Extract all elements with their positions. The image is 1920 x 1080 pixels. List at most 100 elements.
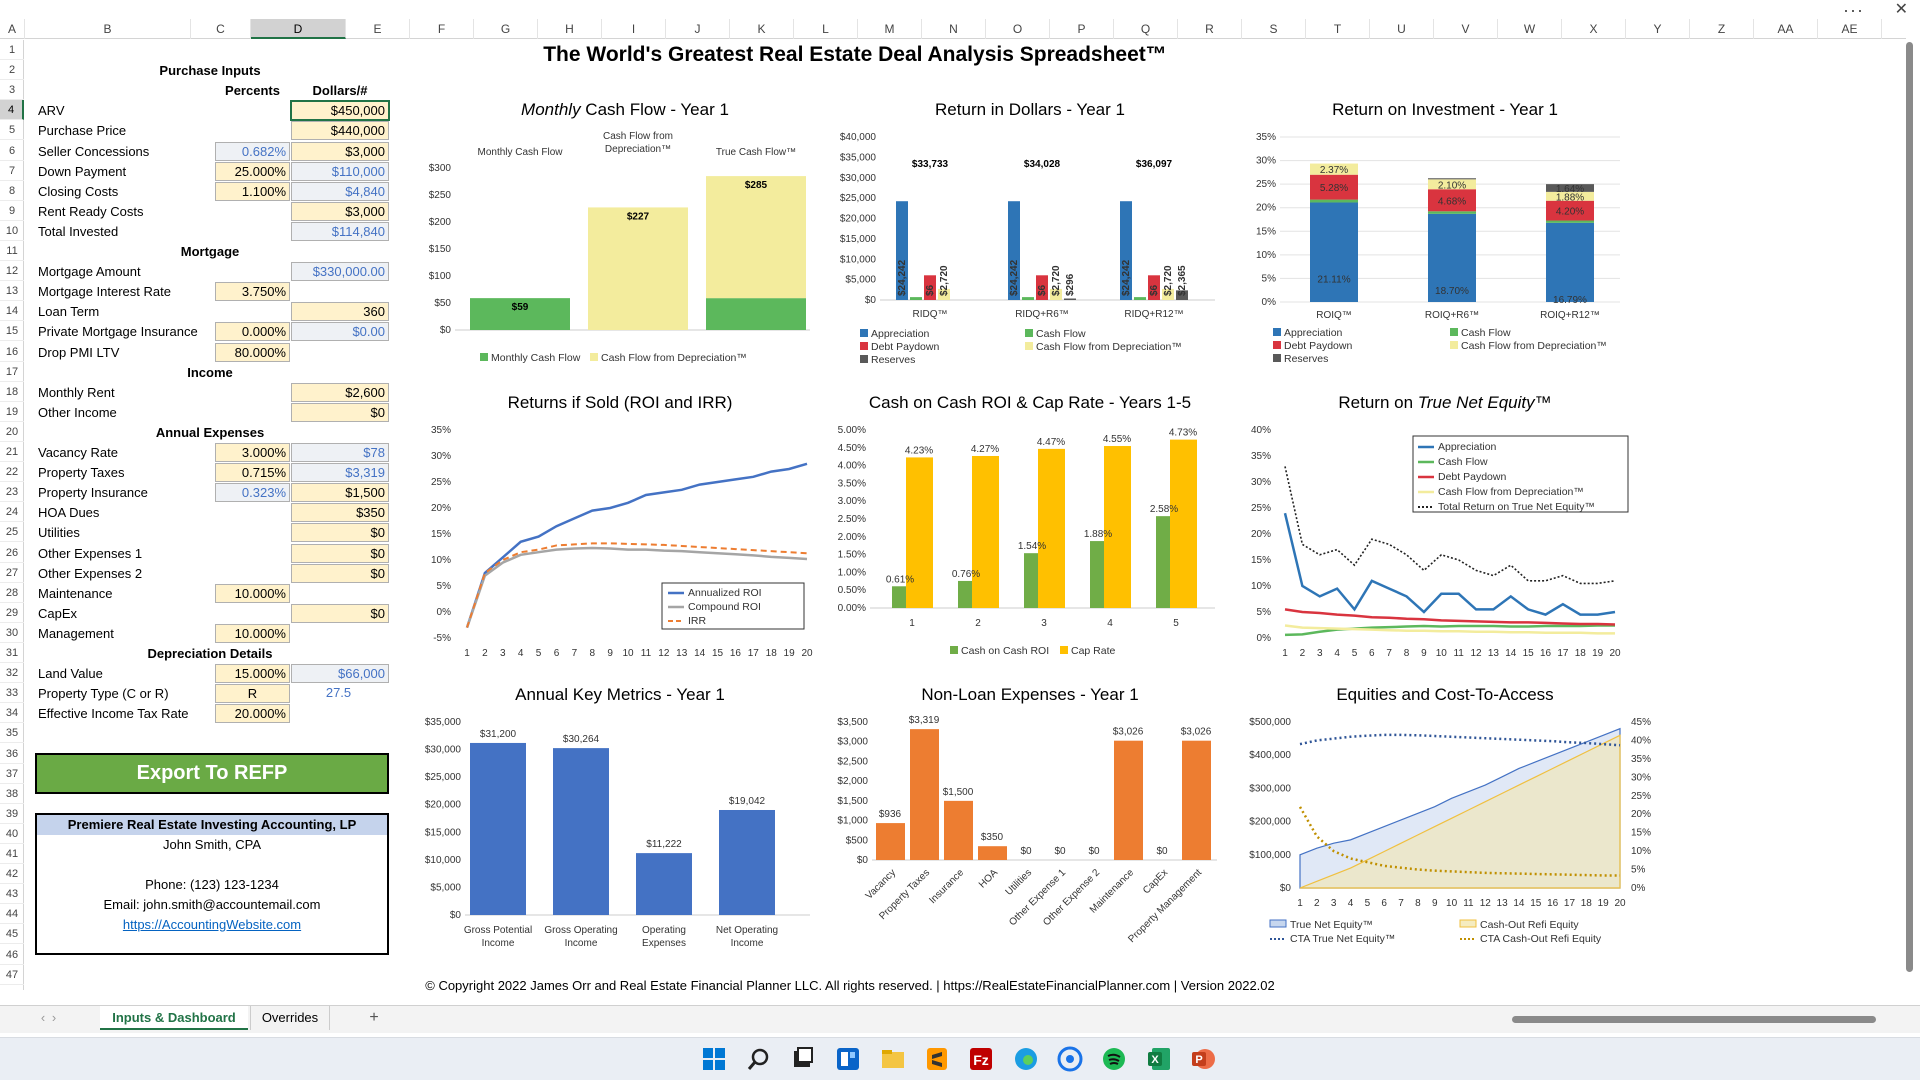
sublime-text-icon[interactable] xyxy=(924,1046,950,1072)
input-oe2-dollars[interactable]: $0 xyxy=(291,563,389,583)
bar-cash-on-cash-roi[interactable] xyxy=(1156,516,1170,608)
row-header-33[interactable]: 33 xyxy=(0,683,24,704)
bar-appreciation[interactable] xyxy=(1008,201,1020,300)
edge-browser-icon[interactable] xyxy=(1013,1046,1039,1072)
input-price-dollars[interactable]: $440,000 xyxy=(291,121,389,141)
bar-expense[interactable] xyxy=(944,800,973,860)
column-header-i[interactable]: I xyxy=(602,19,666,39)
area-cash-out-refi-equity[interactable] xyxy=(1299,734,1621,889)
column-header-h[interactable]: H xyxy=(538,19,602,39)
input-maint-percent[interactable]: 10.000% xyxy=(215,583,290,603)
row-header-13[interactable]: 13 xyxy=(0,281,24,302)
row-header-47[interactable]: 47 xyxy=(0,965,24,985)
row-header-44[interactable]: 44 xyxy=(0,904,24,925)
column-header-c[interactable]: C xyxy=(191,19,251,39)
row-header-37[interactable]: 37 xyxy=(0,764,24,784)
bar-appreciation[interactable] xyxy=(1428,213,1476,302)
row-header-35[interactable]: 35 xyxy=(0,723,24,744)
row-header-27[interactable]: 27 xyxy=(0,563,24,583)
tab-scroll-left-icon[interactable]: ‹ xyxy=(40,1010,46,1025)
search-icon[interactable] xyxy=(746,1046,772,1072)
column-header-t[interactable]: T xyxy=(1306,19,1370,39)
vertical-scroll-thumb[interactable] xyxy=(1906,42,1913,972)
input-eitr-percent[interactable]: 20.000% xyxy=(215,704,290,724)
bar-debt-paydown[interactable] xyxy=(1310,174,1358,200)
row-header-29[interactable]: 29 xyxy=(0,603,24,623)
bar-debt-paydown[interactable] xyxy=(1148,275,1160,300)
row-header-43[interactable]: 43 xyxy=(0,884,24,905)
column-header-q[interactable]: Q xyxy=(1114,19,1178,39)
row-header-32[interactable]: 32 xyxy=(0,663,24,684)
more-options-icon[interactable]: ··· xyxy=(1843,0,1864,20)
row-header-28[interactable]: 28 xyxy=(0,583,24,603)
chart-return-in-dollars[interactable]: Return in Dollars - Year 1 $0 $5,000 $10,00… xyxy=(830,95,1235,375)
input-ptype-percent[interactable]: R xyxy=(215,684,290,704)
column-header-p[interactable]: P xyxy=(1050,19,1114,39)
column-header-l[interactable]: L xyxy=(794,19,858,39)
bar-debt-paydown[interactable] xyxy=(1546,200,1594,221)
row-header-8[interactable]: 8 xyxy=(0,181,24,201)
column-header-r[interactable]: R xyxy=(1178,19,1242,39)
bar-cap-rate[interactable] xyxy=(1170,439,1197,608)
column-header-o[interactable]: O xyxy=(986,19,1050,39)
row-header-23[interactable]: 23 xyxy=(0,482,24,503)
row-header-36[interactable]: 36 xyxy=(0,744,24,764)
bar-cash-flow-depreciation[interactable] xyxy=(706,176,806,299)
input-droppmi-percent[interactable]: 80.000% xyxy=(215,342,290,362)
row-header-22[interactable]: 22 xyxy=(0,462,24,483)
row-header-10[interactable]: 10 xyxy=(0,221,24,241)
bar-cash-flow-from-depreciation-[interactable] xyxy=(1162,288,1174,300)
bar-cash-flow-from-depreciation-[interactable] xyxy=(1050,288,1062,300)
excel-icon[interactable]: X xyxy=(1146,1046,1172,1072)
input-closing-percent[interactable]: 1.100% xyxy=(215,181,290,201)
row-header-24[interactable]: 24 xyxy=(0,502,24,523)
row-header-7[interactable]: 7 xyxy=(0,161,24,181)
input-rent-dollars[interactable]: $2,600 xyxy=(291,382,389,402)
line-cta-true-net-equity[interactable] xyxy=(1299,733,1621,747)
series-line-annualized-roi[interactable] xyxy=(465,462,808,628)
spotify-icon[interactable] xyxy=(1101,1046,1127,1072)
series-line-irr[interactable] xyxy=(466,542,808,628)
row-header-39[interactable]: 39 xyxy=(0,804,24,824)
bar-appreciation[interactable] xyxy=(1120,201,1132,300)
bar-cash-flow-from-depreciation-[interactable] xyxy=(938,288,950,300)
bar-cap-rate[interactable] xyxy=(1038,448,1065,608)
bar-key-metric[interactable] xyxy=(553,748,609,915)
row-header-15[interactable]: 15 xyxy=(0,321,24,342)
column-header-aa[interactable]: AA xyxy=(1754,19,1818,39)
chart-return-true-net-equity[interactable]: Return on True Net Equity™ 0% 5% 10% 15% 20% 2… xyxy=(1245,388,1650,668)
chart-annual-key-metrics[interactable]: Annual Key Metrics - Year 1 $0 $5,000 $10,0… xyxy=(405,680,810,970)
tab-inputs-dashboard[interactable]: Inputs & Dashboard xyxy=(100,1006,248,1030)
bar-cash-flow-depreciation[interactable] xyxy=(588,207,688,330)
tab-scroll-right-icon[interactable]: › xyxy=(51,1010,57,1025)
input-term-dollars[interactable]: 360 xyxy=(291,302,389,322)
row-header-3[interactable]: 3 xyxy=(0,80,24,101)
chart-monthly-cash-flow[interactable]: Monthly Cash Flow - Year 1 $0 $50 $100 $150 $… xyxy=(405,95,810,375)
bar-expense[interactable] xyxy=(1182,740,1211,860)
bar-reserves[interactable] xyxy=(1428,178,1476,180)
bar-cash-on-cash-roi[interactable] xyxy=(892,586,906,608)
bar-reserves[interactable] xyxy=(1064,298,1076,301)
bar-appreciation[interactable] xyxy=(1546,222,1594,302)
tab-overrides[interactable]: Overrides xyxy=(250,1006,330,1030)
input-ins-dollars[interactable]: $1,500 xyxy=(291,483,389,503)
bar-cash-on-cash-roi[interactable] xyxy=(1024,553,1038,608)
bar-cash-flow-from-depreciation-[interactable] xyxy=(1428,179,1476,190)
input-otherinc-dollars[interactable]: $0 xyxy=(291,402,389,422)
row-header-2[interactable]: 2 xyxy=(0,60,24,81)
chart-return-on-investment[interactable]: Return on Investment - Year 1 0% 5% 10% 15% 2… xyxy=(1245,95,1650,375)
row-header-41[interactable]: 41 xyxy=(0,844,24,864)
input-hoa-dollars[interactable]: $350 xyxy=(291,503,389,523)
series-line-debt-paydown[interactable] xyxy=(1284,608,1616,626)
input-oe1-dollars[interactable]: $0 xyxy=(291,543,389,563)
row-header-17[interactable]: 17 xyxy=(0,362,24,382)
windows-start-icon[interactable] xyxy=(701,1046,727,1072)
input-down-percent[interactable]: 25.000% xyxy=(215,161,290,181)
task-view-icon[interactable] xyxy=(790,1046,816,1072)
row-header-34[interactable]: 34 xyxy=(0,703,24,724)
input-arv-dollars[interactable]: $450,000 xyxy=(290,100,390,122)
bar-cash-flow[interactable] xyxy=(1428,211,1476,214)
bar-key-metric[interactable] xyxy=(636,853,692,915)
column-header-n[interactable]: N xyxy=(922,19,986,39)
bar-expense[interactable] xyxy=(910,729,939,860)
